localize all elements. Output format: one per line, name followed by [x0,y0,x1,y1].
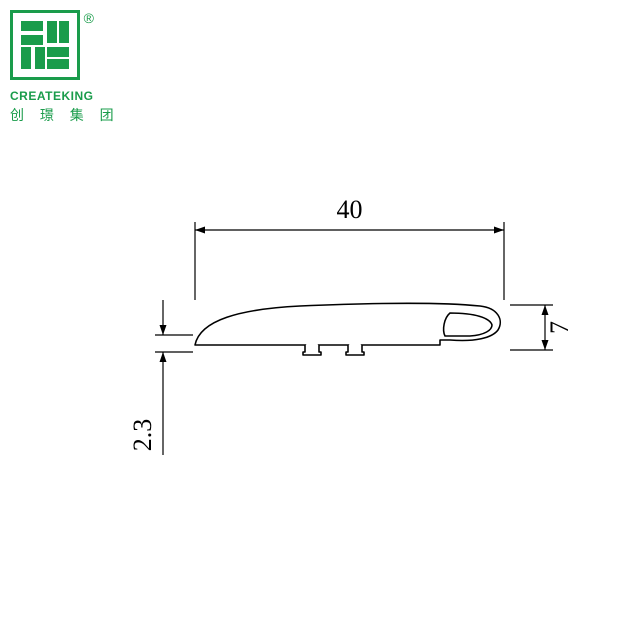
svg-text:7: 7 [545,321,574,334]
registered-mark: ® [84,10,94,26]
brand-english: CREATEKING [10,89,120,103]
brand-chinese: 创 璟 集 团 [10,105,120,125]
technical-drawing: 40 7 2.3 [80,190,580,470]
logo: ® CREATEKING 创 璟 集 团 [10,10,120,125]
svg-text:2.3: 2.3 [128,419,157,452]
drawing-svg: 40 7 2.3 [80,190,580,470]
logo-mark [10,10,80,80]
svg-text:40: 40 [337,195,363,224]
